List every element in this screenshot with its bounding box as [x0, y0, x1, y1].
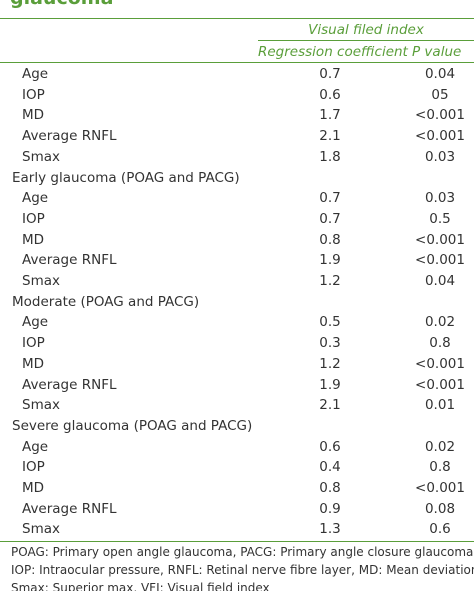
footnote: Smax: Superior max, VFI: Visual field in…: [11, 581, 270, 591]
row-label: IOP: [22, 210, 45, 227]
rule: [0, 62, 474, 63]
cell: <0.001: [415, 107, 465, 124]
row-label: Average RNFL: [22, 376, 117, 393]
section-label: Early glaucoma (POAG and PACG): [12, 169, 240, 186]
cell: <0.001: [415, 128, 465, 145]
row-label: MD: [22, 107, 45, 124]
cell: 0.04: [424, 273, 456, 289]
cell: <0.001: [415, 376, 465, 393]
row-label: Age: [22, 190, 49, 207]
cell: 0.8: [319, 480, 341, 496]
cell: 0.7: [319, 66, 341, 82]
row-label: MD: [22, 355, 45, 372]
footnote: POAG: Primary open angle glaucoma, PACG:…: [11, 545, 474, 559]
cell: 1.3: [319, 521, 341, 538]
cell: 0.9: [319, 500, 341, 517]
group-header: Visual filed index: [308, 22, 424, 38]
row-label: MD: [22, 231, 45, 248]
section-label: Severe glaucoma (POAG and PACG): [12, 417, 253, 434]
footnote: IOP: Intraocular pressure, RNFL: Retinal…: [11, 563, 474, 577]
cell: 0.08: [424, 500, 456, 517]
cell: 1.2: [319, 273, 341, 289]
cell: 0.4: [319, 459, 341, 476]
row-label: Age: [22, 438, 49, 455]
row-label: Average RNFL: [22, 500, 117, 517]
cell: <0.001: [415, 355, 465, 372]
rule: [0, 541, 474, 542]
cell: 0.7: [319, 190, 341, 207]
cell: 1.7: [319, 107, 341, 124]
cell: 0.03: [424, 148, 456, 165]
cell: 0.8: [319, 231, 341, 248]
section-label: Moderate (POAG and PACG): [12, 293, 200, 310]
cell: 0.6: [319, 438, 341, 455]
rule: [0, 18, 474, 19]
row-label: Smax: [22, 148, 60, 165]
row-label: Age: [22, 66, 49, 82]
cell: 0.02: [424, 314, 456, 331]
cell: 0.03: [424, 190, 456, 207]
cell: 0.02: [424, 438, 456, 455]
row-label: IOP: [22, 459, 45, 476]
cell: 0.8: [429, 459, 451, 476]
cell: 2.1: [319, 397, 341, 414]
row-label: IOP: [22, 335, 45, 352]
cell: 05: [431, 86, 449, 103]
row-label: MD: [22, 480, 45, 496]
cell: 0.01: [424, 397, 456, 414]
row-label: Smax: [22, 397, 60, 414]
cell: 0.3: [319, 335, 341, 352]
cell: 0.6: [319, 86, 341, 103]
row-label: Age: [22, 314, 49, 331]
cell: 1.9: [319, 252, 341, 269]
cell: 0.7: [319, 210, 341, 227]
cell: 0.5: [319, 314, 341, 331]
column-header: P value: [412, 44, 462, 60]
row-label: IOP: [22, 86, 45, 103]
column-header: Regression coefficient: [258, 44, 408, 60]
title: glaucoma: [10, 0, 113, 8]
cell: 0.5: [429, 210, 451, 227]
cell: <0.001: [415, 231, 465, 248]
cell: <0.001: [415, 252, 465, 269]
cell: 1.8: [319, 148, 341, 165]
cell: <0.001: [415, 480, 465, 496]
cell: 0.6: [429, 521, 451, 538]
row-label: Average RNFL: [22, 252, 117, 269]
cell: 1.9: [319, 376, 341, 393]
cell: 0.04: [424, 66, 456, 82]
cell: 2.1: [319, 128, 341, 145]
rule: [258, 40, 474, 41]
cell: 0.8: [429, 335, 451, 352]
row-label: Smax: [22, 273, 60, 289]
row-label: Average RNFL: [22, 128, 117, 145]
cell: 1.2: [319, 355, 341, 372]
row-label: Smax: [22, 521, 60, 538]
